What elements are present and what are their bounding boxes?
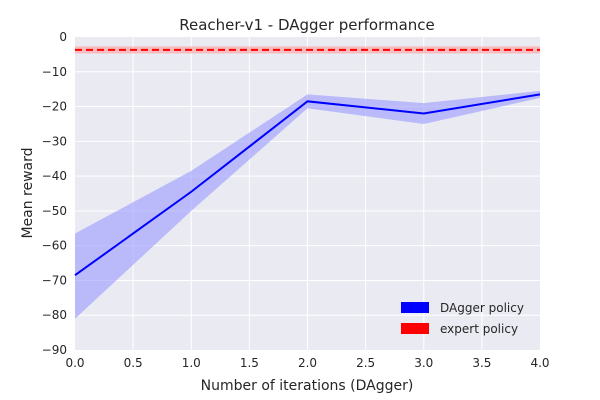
x-tick-label: 1.5 <box>240 356 259 370</box>
y-tick-label: −80 <box>42 308 67 322</box>
dagger-policy-band <box>75 90 540 319</box>
dagger-policy-line <box>74 93 541 277</box>
dagger-policy-legend-swatch <box>401 302 429 313</box>
y-tick-labels: 0 −10 −20 −30 −40 −50 −60 −70 −80 −90 <box>42 30 67 357</box>
dagger-policy-legend-label: DAgger policy <box>440 301 524 315</box>
grid-lines <box>75 37 540 350</box>
x-tick-label: 0.5 <box>124 356 143 370</box>
series-lines <box>74 48 541 277</box>
y-tick-label: −60 <box>42 239 67 253</box>
y-tick-label: −50 <box>42 204 67 218</box>
x-tick-label: 3.0 <box>414 356 433 370</box>
expert-policy-legend-swatch <box>401 323 429 334</box>
y-tick-label: −20 <box>42 100 67 114</box>
expert-policy-legend-label: expert policy <box>440 322 518 336</box>
legend: DAgger policy expert policy <box>401 301 524 336</box>
y-axis-label: Mean reward <box>20 147 36 238</box>
x-tick-label: 4.0 <box>530 356 549 370</box>
x-tick-label: 1.0 <box>182 356 201 370</box>
x-axis-label: Number of iterations (DAgger) <box>201 378 414 394</box>
x-tick-label: 0.0 <box>65 356 84 370</box>
x-tick-labels: 0.0 0.5 1.0 1.5 2.0 2.5 3.0 3.5 4.0 <box>65 356 549 370</box>
x-tick-label: 2.0 <box>298 356 317 370</box>
y-tick-label: 0 <box>59 30 67 44</box>
y-tick-label: −10 <box>42 65 67 79</box>
x-tick-label: 3.5 <box>472 356 491 370</box>
y-tick-label: −70 <box>42 273 67 287</box>
x-tick-label: 2.5 <box>356 356 375 370</box>
y-tick-label: −30 <box>42 134 67 148</box>
chart-title: Reacher-v1 - DAgger performance <box>179 16 435 34</box>
y-tick-label: −40 <box>42 169 67 183</box>
y-tick-label: −90 <box>42 343 67 357</box>
